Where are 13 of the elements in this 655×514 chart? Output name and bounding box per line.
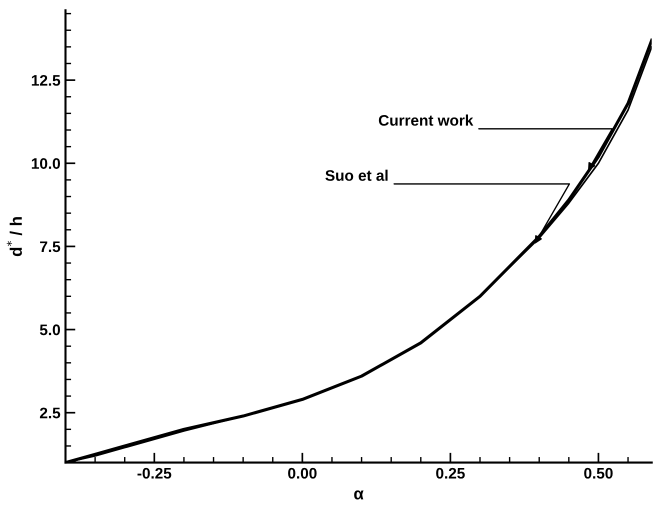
y-tick-label: 2.5 [40, 408, 60, 418]
x-tick-label: 0.50 [584, 468, 613, 479]
x-tick-label: -0.25 [138, 468, 172, 479]
annotation: Suo et al [325, 170, 388, 181]
x-tick-label: 0.25 [436, 468, 465, 479]
x-tick-label: 0.00 [288, 468, 317, 479]
annotation: Current work [378, 114, 474, 126]
y-tick-label: 10.0 [32, 158, 60, 169]
y-tick-label: 12.5 [32, 74, 60, 86]
x-axis-title: α [354, 490, 364, 500]
y-tick-label: 7.5 [40, 241, 60, 252]
y-tick-label: 5.0 [40, 324, 60, 336]
y-axis-title: d$^{*}$ / h [6, 217, 22, 256]
